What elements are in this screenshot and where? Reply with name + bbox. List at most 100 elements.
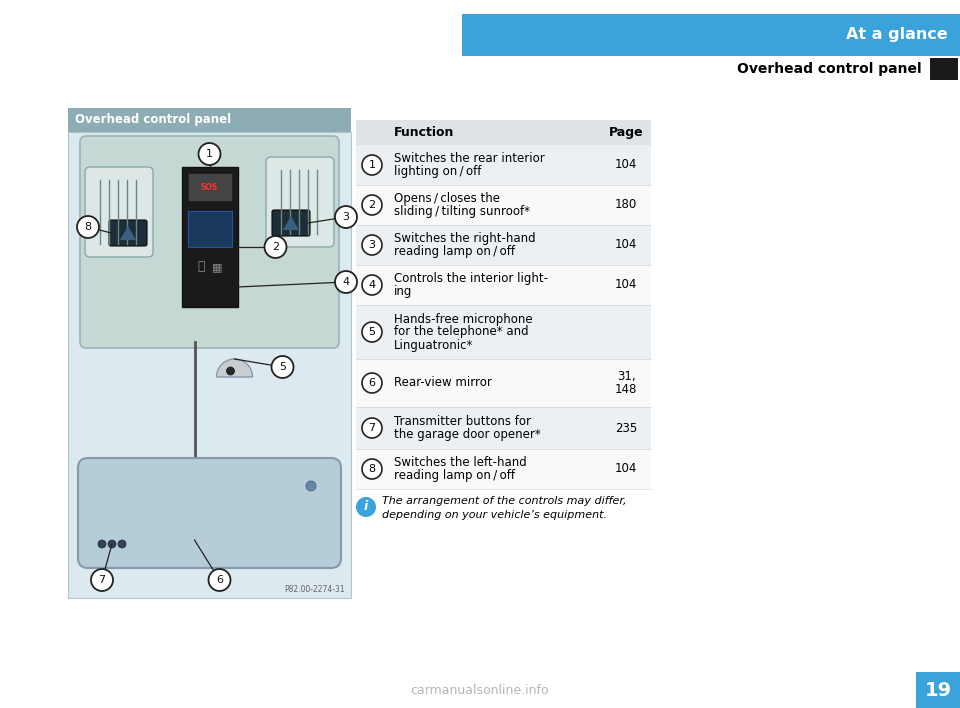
Text: 7: 7	[369, 423, 375, 433]
Bar	[187, 173, 231, 201]
Text: ▦: ▦	[212, 262, 223, 272]
Text: Switches the right-hand: Switches the right-hand	[394, 232, 536, 245]
Text: lighting on / off: lighting on / off	[394, 165, 481, 178]
Text: At a glance: At a glance	[847, 28, 948, 42]
Text: Opens / closes the: Opens / closes the	[394, 192, 500, 205]
FancyBboxPatch shape	[78, 458, 341, 568]
Text: ing: ing	[394, 285, 413, 298]
Text: Hands-free microphone: Hands-free microphone	[394, 312, 533, 326]
Text: 31,: 31,	[616, 370, 636, 383]
Text: 2: 2	[369, 200, 375, 210]
Bar	[356, 359, 651, 407]
Circle shape	[362, 275, 382, 295]
FancyBboxPatch shape	[80, 136, 339, 348]
Circle shape	[362, 322, 382, 342]
Text: 104: 104	[614, 278, 637, 292]
Bar	[187, 211, 231, 247]
Text: 1: 1	[206, 149, 213, 159]
Circle shape	[98, 540, 106, 548]
Text: 6: 6	[216, 575, 223, 585]
Text: 8: 8	[369, 464, 375, 474]
Circle shape	[356, 497, 376, 517]
Text: 4: 4	[369, 280, 375, 290]
Bar	[68, 108, 351, 132]
Circle shape	[362, 373, 382, 393]
Circle shape	[118, 540, 126, 548]
Circle shape	[335, 206, 357, 228]
Text: 2: 2	[272, 242, 279, 252]
FancyBboxPatch shape	[85, 167, 153, 257]
Bar	[356, 225, 651, 265]
Text: 104: 104	[614, 462, 637, 476]
Text: Page: Page	[609, 126, 643, 139]
Text: SOS: SOS	[201, 183, 218, 191]
Text: 1: 1	[369, 160, 375, 170]
Circle shape	[265, 236, 286, 258]
Text: 148: 148	[614, 383, 637, 396]
Text: 3: 3	[343, 212, 349, 222]
FancyBboxPatch shape	[266, 157, 334, 247]
Bar	[462, 14, 960, 56]
Text: 7: 7	[99, 575, 106, 585]
FancyBboxPatch shape	[109, 220, 147, 246]
Text: The arrangement of the controls may differ,: The arrangement of the controls may diff…	[382, 496, 627, 506]
Circle shape	[272, 356, 294, 378]
Circle shape	[362, 195, 382, 215]
Circle shape	[108, 540, 116, 548]
Text: 5: 5	[279, 362, 286, 372]
Bar	[356, 145, 651, 185]
Text: Overhead control panel: Overhead control panel	[75, 113, 231, 127]
Text: Controls the interior light-: Controls the interior light-	[394, 272, 548, 285]
Text: 104: 104	[614, 239, 637, 251]
Text: the garage door opener*: the garage door opener*	[394, 428, 540, 441]
Bar	[916, 672, 960, 708]
Bar	[356, 407, 651, 449]
Text: 19: 19	[924, 680, 951, 700]
Text: carmanualsonline.info: carmanualsonline.info	[411, 683, 549, 697]
Bar	[356, 305, 651, 359]
Circle shape	[199, 143, 221, 165]
Text: sliding / tilting sunroof*: sliding / tilting sunroof*	[394, 205, 530, 218]
Bar	[356, 449, 651, 489]
Bar	[356, 120, 651, 145]
Text: reading lamp on / off: reading lamp on / off	[394, 469, 515, 482]
FancyBboxPatch shape	[272, 210, 310, 236]
Text: ⌕: ⌕	[198, 261, 205, 273]
Text: Function: Function	[394, 126, 454, 139]
Circle shape	[362, 235, 382, 255]
Text: 6: 6	[369, 378, 375, 388]
Text: 180: 180	[614, 198, 637, 212]
Polygon shape	[283, 216, 299, 230]
Circle shape	[362, 459, 382, 479]
Text: depending on your vehicle’s equipment.: depending on your vehicle’s equipment.	[382, 510, 607, 520]
Text: Rear-view mirror: Rear-view mirror	[394, 377, 492, 389]
Circle shape	[208, 569, 230, 591]
Bar	[68, 132, 351, 598]
Circle shape	[362, 418, 382, 438]
Wedge shape	[217, 359, 252, 377]
Text: Overhead control panel: Overhead control panel	[737, 62, 922, 76]
Text: Linguatronic*: Linguatronic*	[394, 338, 473, 351]
Text: 104: 104	[614, 159, 637, 171]
Circle shape	[227, 367, 234, 375]
Text: Switches the rear interior: Switches the rear interior	[394, 152, 544, 165]
Circle shape	[91, 569, 113, 591]
Text: 8: 8	[84, 222, 91, 232]
Text: Switches the left-hand: Switches the left-hand	[394, 456, 527, 469]
Bar	[930, 58, 958, 80]
Text: for the telephone* and: for the telephone* and	[394, 326, 529, 338]
Circle shape	[362, 155, 382, 175]
Polygon shape	[120, 226, 136, 240]
Circle shape	[77, 216, 99, 238]
Text: reading lamp on / off: reading lamp on / off	[394, 245, 515, 258]
Bar	[356, 265, 651, 305]
Bar	[181, 167, 237, 307]
Circle shape	[306, 481, 316, 491]
Text: 235: 235	[614, 421, 637, 435]
Text: i: i	[364, 501, 368, 513]
Text: P82.00-2274-31: P82.00-2274-31	[284, 585, 345, 594]
Circle shape	[335, 271, 357, 293]
Bar	[356, 185, 651, 225]
Text: 4: 4	[343, 277, 349, 287]
Text: 5: 5	[369, 327, 375, 337]
